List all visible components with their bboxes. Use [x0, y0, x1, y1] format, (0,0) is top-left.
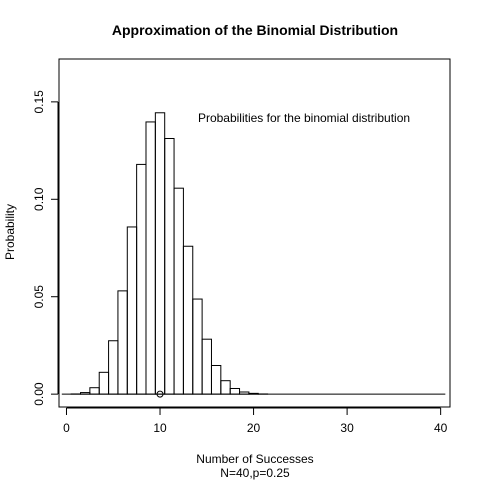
y-tick-label: 0.05 [32, 285, 46, 309]
bar-8 [136, 163, 147, 395]
bar-16 [210, 364, 222, 395]
y-tick-label: 0.00 [32, 382, 46, 406]
x-tick-label: 30 [340, 421, 354, 435]
x-tick-label: 10 [153, 421, 167, 435]
y-tick-label: 0.15 [32, 90, 46, 114]
y-axis-label: Probability [3, 204, 17, 260]
bar-13 [182, 245, 194, 395]
bar-3 [89, 387, 100, 395]
bar-7 [126, 226, 138, 395]
bar-14 [192, 298, 203, 395]
chart-title: Approximation of the Binomial Distributi… [112, 22, 398, 38]
x-tick-label: 40 [434, 421, 448, 435]
bar-10 [154, 112, 166, 395]
x-tick-label: 0 [63, 421, 70, 435]
bar-18 [229, 387, 241, 395]
plot-area-frame [58, 58, 451, 408]
bar-15 [201, 338, 212, 395]
bar-4 [98, 371, 110, 395]
bar-11 [164, 137, 175, 395]
x-axis: 0 10 20 30 40 [63, 407, 448, 435]
bar-9 [145, 121, 156, 395]
bar-17 [220, 380, 231, 395]
x-axis-label: Number of Successes [196, 452, 313, 466]
y-axis: 0.00 0.05 0.10 0.15 [32, 90, 59, 406]
bars-group [70, 112, 269, 395]
x-axis-sublabel: N=40,p=0.25 [220, 466, 290, 480]
chart-annotation: Probabilities for the binomial distribut… [198, 111, 410, 125]
y-tick-label: 0.10 [32, 187, 46, 211]
bar-6 [117, 290, 128, 395]
bar-12 [173, 187, 184, 395]
bar-5 [108, 340, 119, 395]
x-tick-label: 20 [247, 421, 261, 435]
mean-marker [156, 390, 164, 398]
